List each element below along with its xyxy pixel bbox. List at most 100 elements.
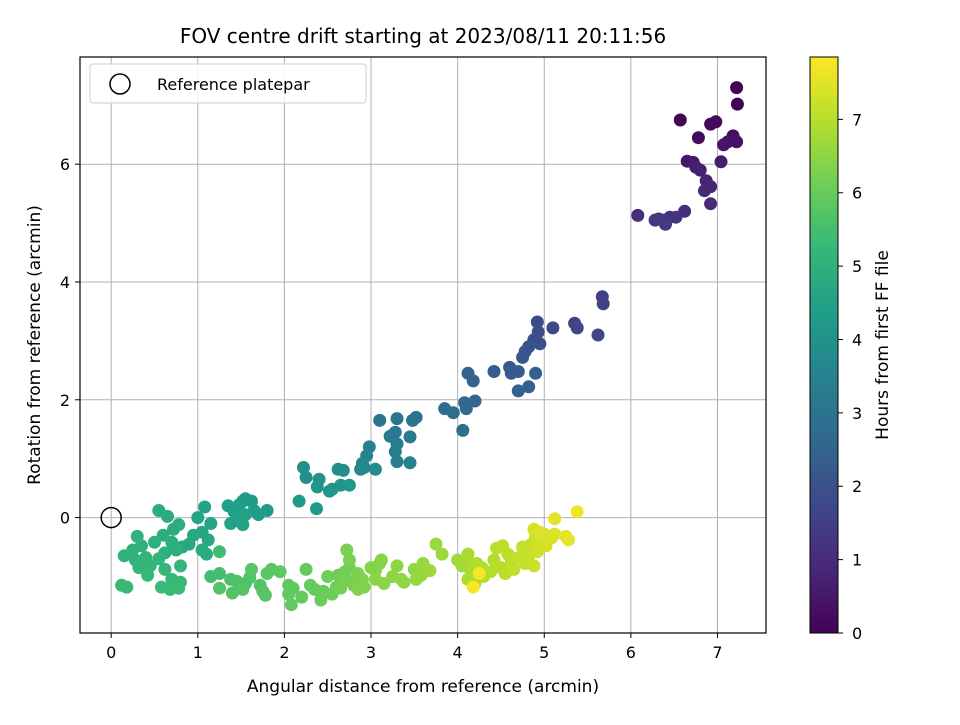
- data-point: [321, 570, 335, 583]
- data-point: [461, 547, 475, 561]
- x-axis-label: Angular distance from reference (arcmin): [247, 677, 599, 697]
- colorbar-tick-label: 0: [852, 624, 862, 643]
- x-tick-label: 1: [193, 643, 203, 662]
- data-point: [527, 559, 541, 573]
- data-point: [529, 366, 543, 380]
- data-point: [373, 413, 387, 427]
- data-point: [709, 115, 723, 129]
- reference-marker-group: [100, 506, 122, 529]
- data-point: [730, 81, 744, 95]
- legend-marker-icon: [109, 73, 131, 95]
- x-tick-label: 7: [712, 643, 722, 662]
- axes-frame: [79, 56, 767, 634]
- data-point: [238, 508, 252, 522]
- data-point: [714, 155, 728, 169]
- y-tick-label: 0: [60, 509, 70, 528]
- colorbar-tick-label: 6: [852, 184, 862, 203]
- x-tick-label: 0: [106, 643, 116, 662]
- data-point: [698, 184, 711, 198]
- data-point: [533, 525, 547, 539]
- data-point: [516, 350, 530, 364]
- data-point: [336, 463, 350, 477]
- data-point: [310, 502, 323, 516]
- data-point: [459, 402, 473, 416]
- data-point: [466, 580, 480, 594]
- data-point: [258, 588, 272, 602]
- legend: Reference platepar: [89, 63, 367, 104]
- data-point: [132, 561, 146, 575]
- data-point: [191, 511, 205, 525]
- data-point: [213, 567, 226, 580]
- data-point: [117, 549, 131, 563]
- legend-box: [89, 63, 367, 104]
- data-point: [530, 315, 544, 329]
- data-point: [390, 559, 404, 573]
- data-point: [591, 328, 605, 342]
- data-point: [403, 456, 417, 470]
- y-axis-label: Rotation from reference (arcmin): [25, 205, 45, 485]
- data-point: [342, 478, 356, 492]
- y-tick-label: 4: [60, 273, 70, 292]
- data-point: [314, 593, 328, 607]
- data-point: [397, 575, 411, 589]
- data-point: [484, 565, 498, 579]
- data-point: [546, 321, 560, 335]
- colorbar-tick-label: 2: [852, 477, 862, 496]
- data-point: [472, 567, 486, 580]
- x-tick-label: 5: [539, 643, 549, 662]
- data-point: [251, 508, 265, 522]
- colorbar-gradient: [809, 56, 839, 634]
- data-point: [390, 455, 404, 469]
- data-point: [730, 97, 744, 111]
- data-point: [297, 461, 310, 474]
- colorbar: 0 1 2 3 4 5 6 7: [809, 56, 862, 643]
- axis-ticks: 0 1 2 3 4 5 6 7 0 2 4 6: [60, 155, 723, 662]
- data-point: [648, 213, 662, 227]
- data-point: [299, 562, 313, 576]
- chart-title: FOV centre drift starting at 2023/08/11 …: [180, 24, 666, 48]
- data-point: [213, 545, 226, 559]
- legend-label: Reference platepar: [157, 75, 310, 94]
- data-point: [669, 210, 683, 224]
- data-point: [351, 582, 365, 596]
- data-point: [292, 494, 306, 508]
- data-point: [172, 581, 186, 595]
- data-point: [691, 131, 705, 145]
- data-point: [511, 365, 525, 378]
- data-point: [406, 413, 420, 427]
- colorbar-tick-label: 1: [852, 551, 862, 570]
- data-point: [299, 471, 313, 484]
- data-point: [169, 543, 183, 557]
- data-point: [213, 581, 226, 595]
- x-tick-label: 3: [366, 643, 376, 662]
- data-point: [120, 580, 134, 594]
- data-point: [342, 553, 356, 567]
- data-point: [354, 462, 368, 476]
- data-point: [334, 581, 348, 595]
- data-point: [673, 113, 687, 127]
- data-point: [423, 564, 437, 578]
- data-point: [377, 577, 391, 590]
- y-tick-label: 6: [60, 155, 70, 174]
- colorbar-tick-label: 4: [852, 330, 862, 349]
- colorbar-tick-label: 3: [852, 404, 862, 423]
- data-point: [548, 512, 562, 526]
- reference-marker: [100, 506, 122, 529]
- x-tick-label: 6: [626, 643, 636, 662]
- data-point: [295, 590, 309, 604]
- data-point: [570, 321, 584, 335]
- data-point: [284, 598, 298, 612]
- data-point: [340, 543, 354, 557]
- data-point: [562, 533, 575, 547]
- data-point: [167, 522, 180, 536]
- data-point: [631, 208, 645, 222]
- data-point: [245, 562, 258, 576]
- data-point: [429, 537, 443, 551]
- data-point: [310, 480, 324, 494]
- data-point: [390, 412, 404, 426]
- data-point: [201, 533, 215, 547]
- data-point: [533, 337, 547, 351]
- data-point: [158, 562, 172, 576]
- data-point: [596, 297, 610, 311]
